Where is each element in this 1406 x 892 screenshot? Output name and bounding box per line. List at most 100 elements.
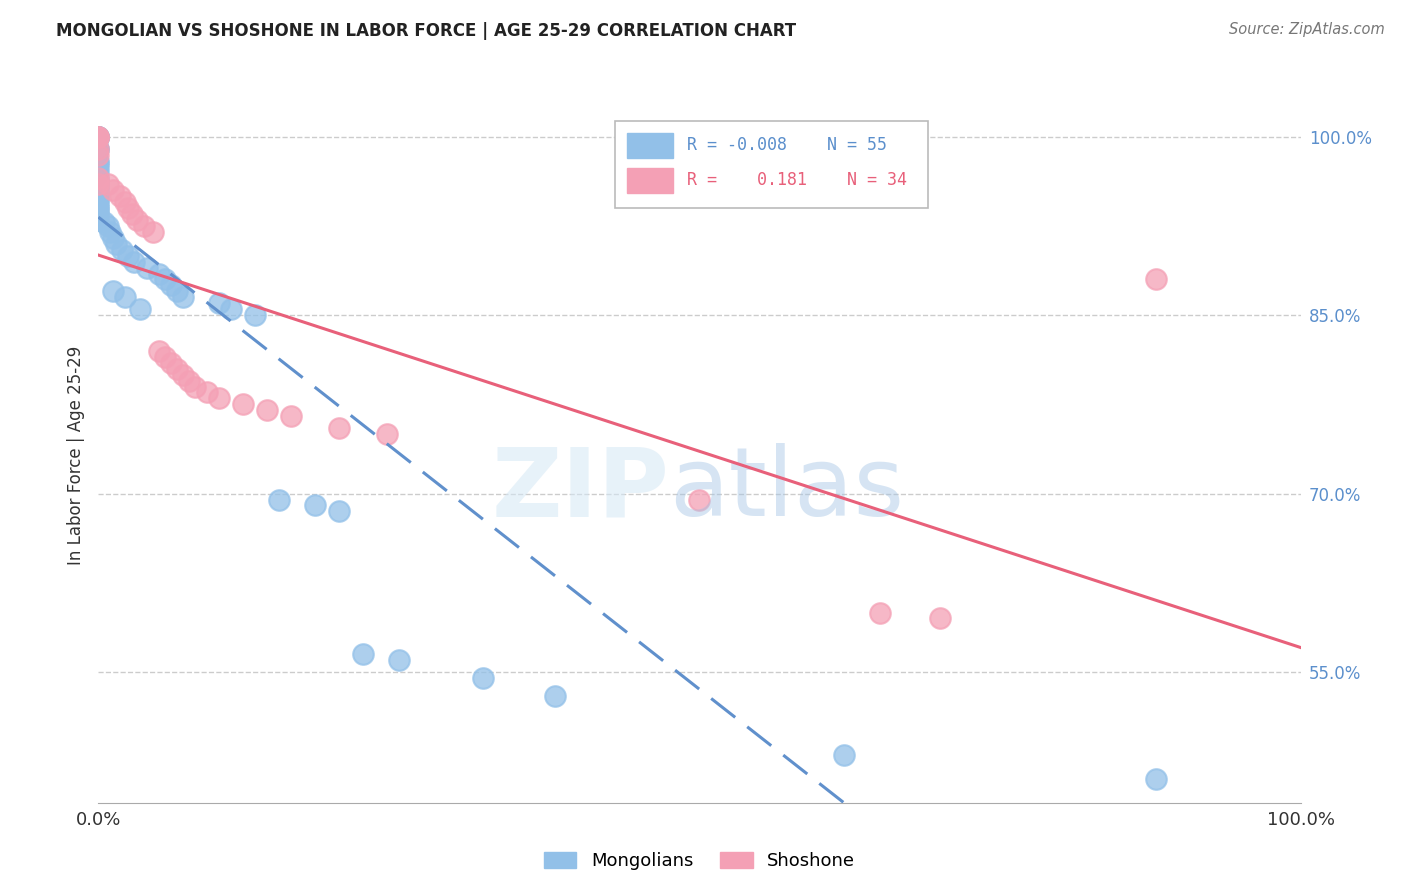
Text: ZIP: ZIP <box>492 443 669 536</box>
Point <box>100 225 122 239</box>
Point <box>87 192 110 206</box>
Point <box>117 201 139 215</box>
Point <box>172 368 194 382</box>
Point <box>328 421 350 435</box>
Point <box>87 174 110 188</box>
Point <box>87 129 110 144</box>
Point <box>87 203 110 218</box>
Point <box>87 171 110 186</box>
Point <box>114 195 136 210</box>
Point <box>219 302 242 317</box>
Point <box>117 249 139 263</box>
Point <box>132 219 155 233</box>
Point <box>87 199 110 213</box>
Point <box>87 129 110 144</box>
Point <box>304 499 326 513</box>
Point <box>148 267 170 281</box>
Point <box>97 219 120 233</box>
Legend: Mongolians, Shoshone: Mongolians, Shoshone <box>537 845 862 877</box>
Point <box>159 356 181 370</box>
Point <box>352 647 374 661</box>
Point <box>87 178 110 192</box>
Point <box>87 207 110 221</box>
Point <box>105 236 128 251</box>
Point <box>87 142 110 156</box>
Point <box>87 153 110 168</box>
Point <box>87 185 110 199</box>
Point <box>87 178 110 192</box>
Point <box>87 129 110 144</box>
Bar <box>627 168 673 193</box>
Y-axis label: In Labor Force | Age 25-29: In Labor Force | Age 25-29 <box>66 345 84 565</box>
Point <box>544 689 567 703</box>
Point <box>121 207 143 221</box>
Point <box>87 129 110 144</box>
FancyBboxPatch shape <box>616 121 928 208</box>
Point <box>111 243 134 257</box>
Point <box>256 403 278 417</box>
Point <box>87 142 110 156</box>
Point <box>87 129 110 144</box>
Point <box>153 350 176 364</box>
Text: R =    0.181    N = 34: R = 0.181 N = 34 <box>688 171 907 189</box>
Point <box>689 492 711 507</box>
Point <box>232 397 254 411</box>
Point <box>280 409 302 424</box>
Point <box>93 215 115 229</box>
Point <box>166 361 188 376</box>
Point <box>177 374 200 388</box>
Point <box>472 671 495 685</box>
Point <box>87 186 110 201</box>
Point <box>87 129 110 144</box>
Text: atlas: atlas <box>669 443 904 536</box>
Point <box>87 189 110 203</box>
Point <box>87 165 110 179</box>
Point <box>87 179 110 194</box>
Point <box>125 213 148 227</box>
Point <box>153 272 176 286</box>
Point <box>195 385 218 400</box>
Text: Source: ZipAtlas.com: Source: ZipAtlas.com <box>1229 22 1385 37</box>
Text: MONGOLIAN VS SHOSHONE IN LABOR FORCE | AGE 25-29 CORRELATION CHART: MONGOLIAN VS SHOSHONE IN LABOR FORCE | A… <box>56 22 796 40</box>
Point <box>159 278 181 293</box>
Point <box>375 427 398 442</box>
Point <box>243 308 266 322</box>
Point <box>87 129 110 144</box>
Point <box>166 285 188 299</box>
Point <box>832 748 855 763</box>
Point <box>101 285 124 299</box>
Point <box>114 290 136 304</box>
Point <box>135 260 157 275</box>
Point <box>97 178 120 192</box>
Point <box>87 142 110 156</box>
Point <box>101 183 124 197</box>
Point <box>129 302 152 317</box>
Bar <box>627 133 673 158</box>
Point <box>208 392 231 406</box>
Point <box>101 231 124 245</box>
Point <box>267 492 290 507</box>
Point <box>87 195 110 210</box>
Point <box>124 254 146 268</box>
Point <box>172 290 194 304</box>
Point <box>87 182 110 196</box>
Point <box>87 160 110 174</box>
Point <box>148 343 170 358</box>
Point <box>1144 272 1167 286</box>
Point <box>87 213 110 227</box>
Point <box>87 171 110 186</box>
Point <box>108 189 131 203</box>
Point <box>183 379 205 393</box>
Point <box>869 606 891 620</box>
Point <box>141 225 163 239</box>
Point <box>328 504 350 518</box>
Point <box>208 296 231 310</box>
Point <box>1144 772 1167 786</box>
Point <box>928 611 950 625</box>
Text: R = -0.008    N = 55: R = -0.008 N = 55 <box>688 136 887 154</box>
Point <box>87 201 110 215</box>
Point <box>87 129 110 144</box>
Point <box>87 147 110 161</box>
Point <box>388 653 411 667</box>
Point <box>87 156 110 170</box>
